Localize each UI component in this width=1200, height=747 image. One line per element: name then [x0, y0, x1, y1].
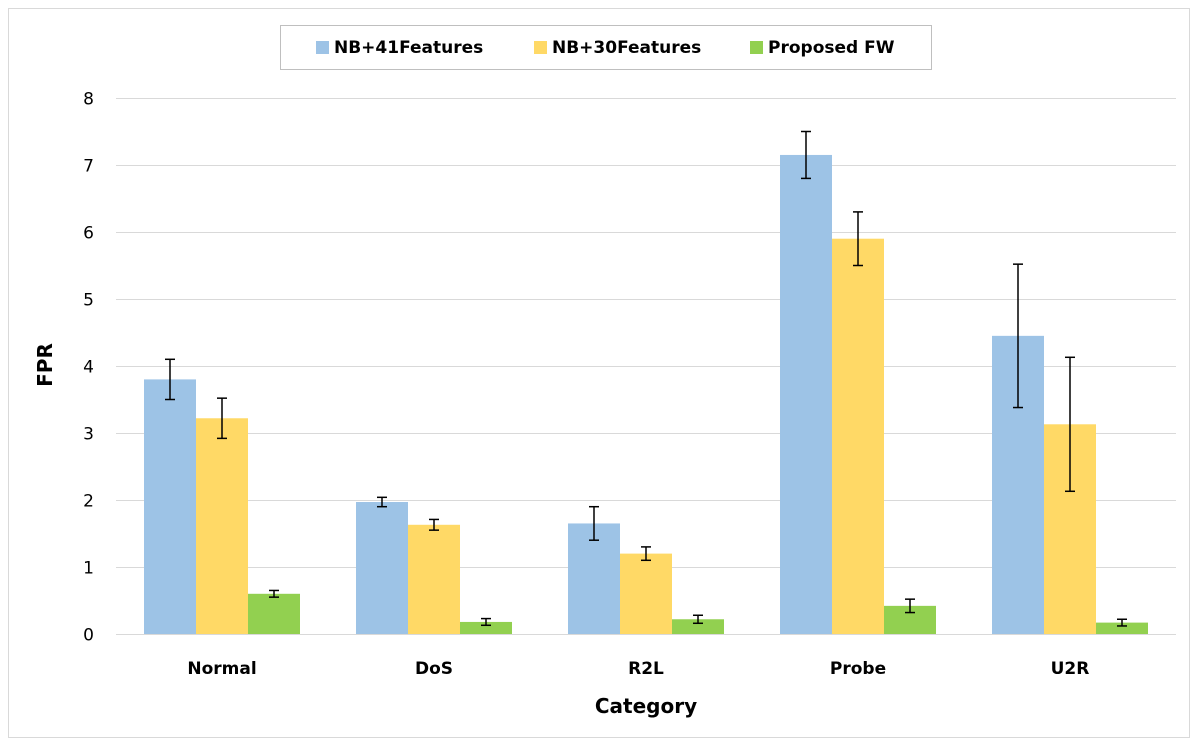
- y-tick-label: 5: [83, 291, 94, 311]
- y-tick-label: 2: [83, 492, 94, 512]
- y-tick-label: 8: [83, 90, 94, 110]
- bars: [144, 154, 1148, 634]
- y-tick-label: 7: [83, 157, 94, 177]
- legend-swatch-proposed-fw: [750, 41, 763, 54]
- legend-label-nb41: NB+41Features: [334, 38, 483, 58]
- bar: [672, 619, 724, 634]
- bar: [832, 238, 884, 634]
- x-axis-title: Category: [595, 694, 697, 718]
- legend: NB+41Features NB+30Features Proposed FW: [280, 25, 932, 70]
- y-tick-label: 3: [83, 425, 94, 445]
- bar: [356, 502, 408, 634]
- x-tick-label: R2L: [628, 659, 664, 679]
- error-bars: [165, 130, 1127, 627]
- bar: [1096, 622, 1148, 634]
- x-tick-label: U2R: [1051, 659, 1090, 679]
- x-axis-ticks: Normal DoS R2L Probe U2R: [187, 659, 1089, 679]
- y-tick-label: 0: [83, 626, 94, 646]
- bar: [408, 524, 460, 634]
- legend-swatch-nb41: [316, 41, 329, 54]
- legend-label-proposed-fw: Proposed FW: [768, 38, 895, 58]
- y-tick-label: 6: [83, 224, 94, 244]
- legend-swatch-nb30: [534, 41, 547, 54]
- y-axis-ticks: 0 1 2 3 4 5 6 7 8: [83, 90, 94, 646]
- legend-label-nb30: NB+30Features: [552, 38, 701, 58]
- bar: [196, 418, 248, 634]
- bar: [780, 154, 832, 634]
- legend-box: [280, 25, 932, 70]
- y-tick-label: 4: [83, 358, 94, 378]
- y-tick-label: 1: [83, 559, 94, 579]
- x-tick-label: Probe: [830, 659, 886, 679]
- bar: [460, 621, 512, 634]
- y-axis-title: FPR: [33, 343, 57, 387]
- bar: [144, 379, 196, 634]
- x-tick-label: Normal: [187, 659, 256, 679]
- bar: [620, 553, 672, 634]
- bar: [568, 523, 620, 634]
- x-tick-label: DoS: [415, 659, 453, 679]
- bar: [248, 593, 300, 634]
